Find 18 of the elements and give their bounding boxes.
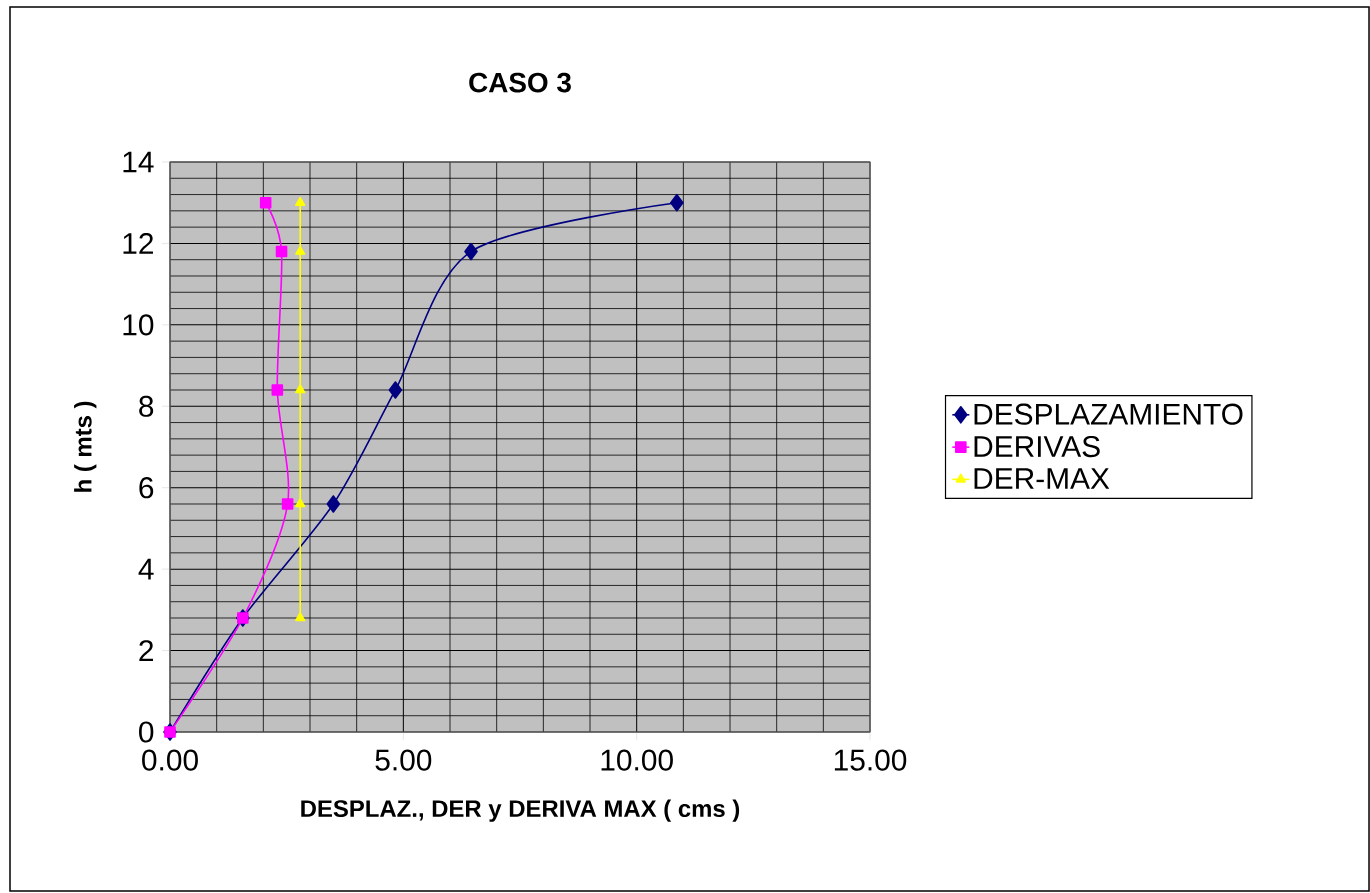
y-tick-label: 0: [139, 721, 154, 743]
y-axis-title: h ( mts ): [74, 401, 97, 492]
x-tick-label: 10.00: [601, 749, 673, 771]
y-tick-label: 14: [123, 151, 154, 173]
y-tick-label: 10: [123, 314, 154, 336]
x-tick-label: 15.00: [834, 749, 907, 771]
legend-label: DERIVAS: [974, 435, 1100, 458]
x-tick-label: 0.00: [142, 749, 198, 771]
x-tick-label: 5.00: [375, 749, 432, 771]
y-tick-label: 8: [139, 395, 154, 417]
y-tick-label: 6: [139, 477, 154, 499]
y-tick-label: 4: [138, 558, 154, 580]
legend-label: DER-MAX: [974, 468, 1110, 489]
x-axis-title: DESPLAZ., DER y DERIVA MAX ( cms ): [301, 799, 740, 822]
chart-title: CASO 3: [469, 72, 571, 93]
legend-label: DESPLAZAMIENTO: [974, 403, 1243, 425]
y-tick-label: 2: [139, 640, 153, 661]
y-tick-label: 12: [123, 232, 153, 254]
